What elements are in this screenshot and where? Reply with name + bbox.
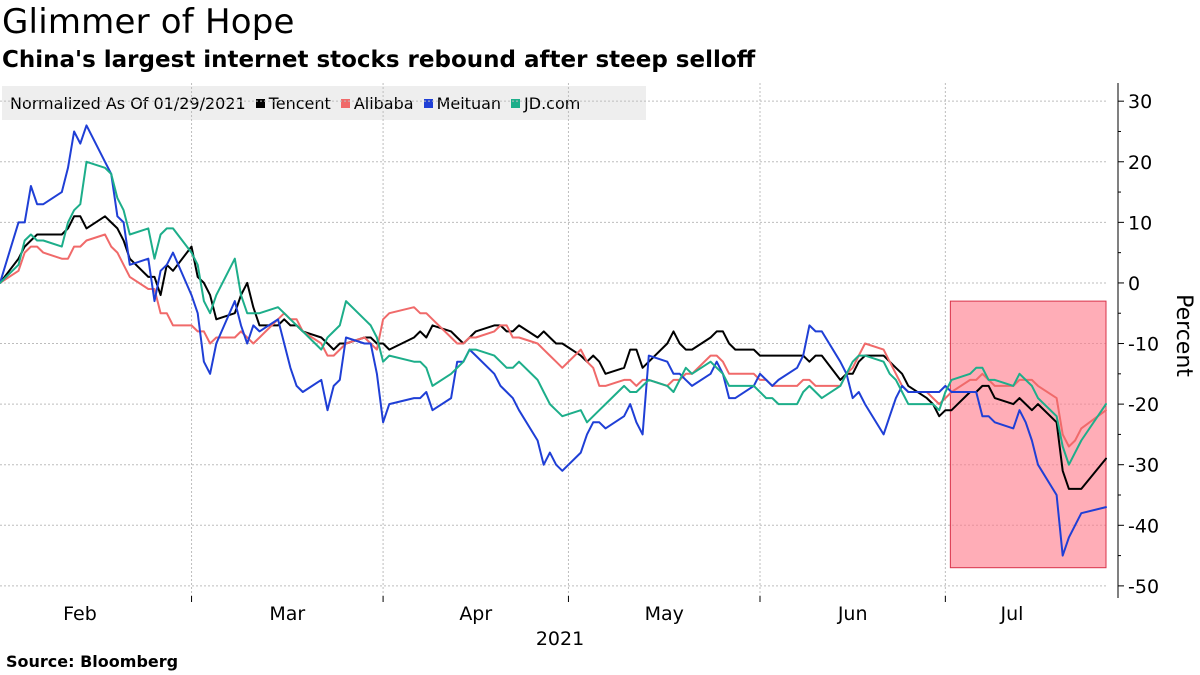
axes: 30 20 10 0 -10 -20 -30 -40 -50 Percent Feb Mar Apr Ma…	[63, 83, 1196, 650]
legend-item-jdcom: JD.com	[511, 94, 580, 113]
legend-swatch-tencent	[255, 98, 265, 108]
x-tick-label: Feb	[63, 603, 97, 625]
y-tick-label: -10	[1128, 334, 1159, 356]
series-line-jdcom	[0, 160, 1107, 466]
legend-swatch-alibaba	[340, 98, 350, 108]
legend-item-alibaba: Alibaba	[340, 93, 414, 113]
legend-item-tencent: Tencent	[255, 93, 331, 113]
legend-item-meituan: Meituan	[423, 93, 502, 113]
x-tick-label: May	[645, 603, 684, 625]
y-tick-label: 10	[1128, 212, 1152, 234]
y-tick-label: 0	[1128, 273, 1140, 295]
x-tick-label: Mar	[269, 603, 305, 625]
y-tick-label: 30	[1128, 91, 1152, 113]
series-line-tencent	[0, 215, 1107, 490]
legend-label-tencent: Tencent	[268, 93, 331, 113]
x-tick-label: Jun	[837, 603, 868, 625]
series-lines	[0, 124, 1107, 557]
chart-title: Glimmer of Hope	[2, 2, 295, 42]
x-tick-label: Apr	[459, 603, 492, 625]
y-tick-label: -50	[1128, 576, 1159, 598]
legend-label-meituan: Meituan	[436, 93, 502, 113]
y-tick-label: 20	[1128, 152, 1152, 174]
legend-normalized-note: Normalized As Of 01/29/2021	[10, 93, 246, 113]
highlight-region	[949, 300, 1107, 569]
y-tick-label: -30	[1128, 455, 1159, 477]
y-tick-label: -40	[1128, 515, 1159, 537]
x-axis-year-label: 2021	[536, 628, 584, 650]
y-axis-title: Percent	[1171, 294, 1196, 377]
highlight-box	[949, 300, 1107, 569]
legend-label-jdcom: JD.com	[524, 93, 581, 113]
legend-swatch-meituan	[423, 98, 433, 108]
source-note: Source: Bloomberg	[6, 652, 179, 671]
series-line-meituan	[0, 124, 1107, 557]
legend-label-alibaba: Alibaba	[353, 93, 414, 113]
x-tick-label: Jul	[1000, 603, 1024, 625]
legend: Normalized As Of 01/29/2021 Tencent Alib…	[2, 86, 646, 120]
chart-subtitle: China's largest internet stocks rebound …	[2, 47, 756, 73]
legend-swatch-jdcom	[511, 98, 521, 108]
y-tick-label: -20	[1128, 394, 1159, 416]
